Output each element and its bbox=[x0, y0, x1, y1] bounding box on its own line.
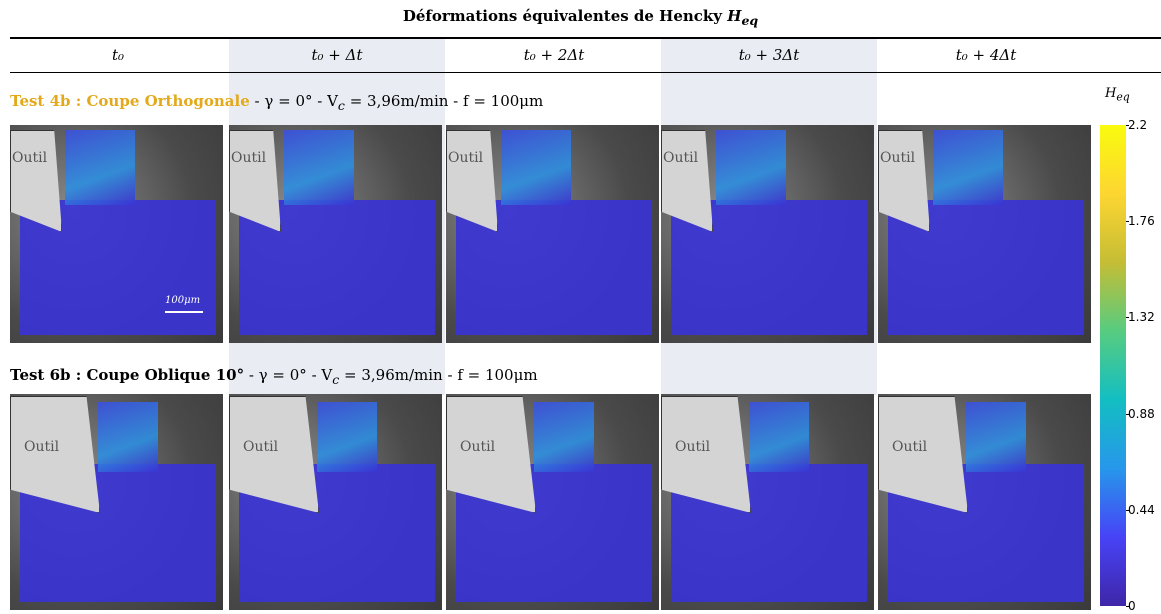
title: Déformations équivalentes de Hencky Heq bbox=[0, 7, 1161, 28]
tool-label: Outil bbox=[880, 150, 916, 166]
params: = 3,96m/min - f = 100μm bbox=[344, 92, 544, 110]
chip-region bbox=[534, 402, 594, 472]
image-panel: Outil bbox=[661, 125, 874, 343]
tool bbox=[878, 130, 930, 232]
title-symbol: H bbox=[727, 7, 742, 25]
colorbar-tick-label: 1.76 bbox=[1128, 214, 1155, 229]
chip-region bbox=[98, 402, 158, 472]
colorbar-tick-label: 2.2 bbox=[1128, 118, 1148, 132]
image-panel: Outil bbox=[446, 394, 659, 610]
rule bbox=[10, 37, 1161, 39]
colorbar-label-text: H bbox=[1105, 86, 1117, 101]
image-panel: Outil bbox=[878, 125, 1091, 343]
test-name: Test 4b : Coupe Orthogonale bbox=[10, 92, 250, 110]
row-label: Test 4b : Coupe Orthogonale - γ = 0° - V… bbox=[10, 92, 543, 113]
rule bbox=[10, 72, 1161, 73]
colorbar-tick-label: 0 bbox=[1128, 599, 1136, 613]
params: - γ = 0° - V bbox=[249, 92, 338, 110]
tool-label: Outil bbox=[663, 150, 699, 166]
params-sub: c bbox=[332, 372, 340, 387]
column-header: t₀ + 4Δt bbox=[955, 46, 1017, 64]
image-panel: Outil bbox=[10, 394, 223, 610]
chip-region bbox=[966, 402, 1026, 472]
colorbar-label: Heq bbox=[1105, 86, 1130, 104]
tool bbox=[229, 130, 281, 232]
colorbar-tick bbox=[1126, 221, 1129, 223]
chip-region bbox=[65, 130, 135, 205]
image-panel: Outil 100μm bbox=[10, 125, 223, 343]
column-header: t₀ bbox=[111, 46, 125, 64]
image-panel: Outil bbox=[661, 394, 874, 610]
scale-bar-label: 100μm bbox=[165, 295, 201, 306]
image-panel: Outil bbox=[446, 125, 659, 343]
params-sub: c bbox=[337, 98, 345, 113]
tool bbox=[10, 130, 62, 232]
title-symbol-sub: eq bbox=[741, 13, 759, 28]
scale-bar bbox=[165, 311, 203, 313]
chip-region bbox=[933, 130, 1003, 205]
image-panel: Outil bbox=[229, 125, 442, 343]
chip-region bbox=[317, 402, 377, 472]
tool-label: Outil bbox=[460, 439, 496, 455]
colorbar-tick-label: 0.44 bbox=[1128, 502, 1155, 517]
colorbar-tick bbox=[1126, 606, 1129, 607]
column-header: t₀ + 3Δt bbox=[738, 46, 800, 64]
tool-label: Outil bbox=[12, 150, 48, 166]
row-label: Test 6b : Coupe Oblique 10° - γ = 0° - V… bbox=[10, 366, 538, 387]
chip-region bbox=[501, 130, 571, 205]
colorbar-tick bbox=[1126, 413, 1129, 415]
tool-label: Outil bbox=[892, 439, 928, 455]
chip-region bbox=[749, 402, 809, 472]
column-header: t₀ + 2Δt bbox=[523, 46, 585, 64]
image-panel: Outil bbox=[229, 394, 442, 610]
colorbar-tick bbox=[1126, 125, 1129, 126]
colorbar bbox=[1100, 125, 1126, 606]
colorbar-tick-label: 0.88 bbox=[1128, 406, 1155, 421]
tool-label: Outil bbox=[231, 150, 267, 166]
column-header: t₀ + Δt bbox=[311, 46, 363, 64]
tool-label: Outil bbox=[24, 439, 60, 455]
chip-region bbox=[284, 130, 354, 205]
title-text: Déformations équivalentes de Hencky bbox=[402, 7, 723, 25]
tool-label: Outil bbox=[448, 150, 484, 166]
tool bbox=[661, 130, 713, 232]
colorbar-tick-label: 1.32 bbox=[1128, 310, 1155, 325]
tool bbox=[446, 130, 498, 232]
params: - γ = 0° - V bbox=[244, 366, 333, 384]
tool-label: Outil bbox=[675, 439, 711, 455]
chip-region bbox=[716, 130, 786, 205]
colorbar-tick bbox=[1126, 317, 1129, 319]
params: = 3,96m/min - f = 100μm bbox=[339, 366, 538, 384]
test-name: Test 6b : Coupe Oblique 10° bbox=[10, 366, 245, 384]
colorbar-label-sub: eq bbox=[1116, 90, 1130, 104]
colorbar-tick bbox=[1126, 509, 1129, 511]
tool-label: Outil bbox=[243, 439, 279, 455]
image-panel: Outil bbox=[878, 394, 1091, 610]
